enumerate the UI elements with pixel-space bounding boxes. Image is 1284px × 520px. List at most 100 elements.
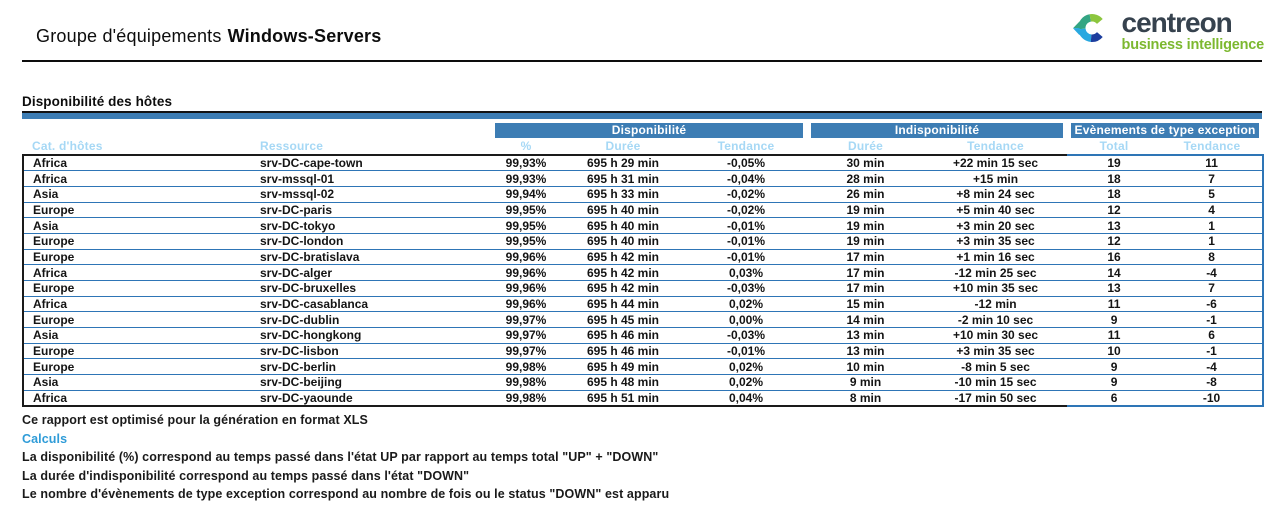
cell: 99,96% — [491, 280, 561, 297]
cell: Asia — [23, 374, 251, 391]
cell: Africa — [23, 155, 251, 172]
cell: 10 min — [807, 358, 925, 376]
cell: 13 — [1067, 217, 1162, 234]
cell: -12 min 25 sec — [924, 264, 1068, 281]
section-title: Disponibilité des hôtes — [22, 94, 173, 109]
centreon-logo-icon — [1070, 8, 1114, 53]
cell: -1 — [1161, 343, 1264, 360]
table-row: Africa srv-mssql-01 99,93% 695 h 31 min -0,0… — [23, 170, 1264, 187]
col-header-ressource: Ressource — [251, 138, 491, 156]
cell: srv-mssql-01 — [251, 170, 491, 187]
cell: -0,03% — [685, 280, 808, 297]
cell: srv-DC-bruxelles — [251, 280, 491, 297]
cell: 9 — [1067, 311, 1162, 329]
cell: 12 — [1067, 202, 1162, 219]
cell: 99,97% — [491, 327, 561, 344]
cell: 17 min — [807, 264, 925, 281]
cell: 99,98% — [491, 374, 561, 391]
cell: 19 min — [807, 233, 925, 250]
cell: 8 — [1161, 249, 1264, 266]
cell: 695 h 40 min — [561, 217, 685, 234]
cell: srv-DC-tokyo — [251, 217, 491, 234]
cell: 7 — [1161, 280, 1264, 297]
cell: 6 — [1067, 390, 1162, 407]
cell: -10 min 15 sec — [924, 374, 1068, 391]
cell: 1 — [1161, 217, 1264, 234]
table-row: Africa srv-DC-casablanca 99,96% 695 h 44 mi… — [23, 296, 1264, 313]
header-divider — [22, 60, 1262, 62]
cell: Europe — [23, 343, 251, 360]
cell: Africa — [23, 170, 251, 187]
cell: 695 h 33 min — [561, 186, 685, 203]
cell: -8 min 5 sec — [924, 358, 1068, 376]
cell: +5 min 40 sec — [924, 202, 1068, 219]
table-row: Europe srv-DC-lisbon 99,97% 695 h 46 min -0,… — [23, 343, 1264, 360]
cell: -12 min — [924, 296, 1068, 313]
cell: Asia — [23, 217, 251, 234]
cell: 695 h 40 min — [561, 202, 685, 219]
cell: 11 — [1067, 296, 1162, 313]
cell: 99,93% — [491, 170, 561, 187]
cell: srv-DC-bratislava — [251, 249, 491, 266]
cell: 695 h 42 min — [561, 280, 685, 297]
table-row: Europe srv-DC-bruxelles 99,96% 695 h 42 min… — [23, 280, 1264, 297]
cell: -17 min 50 sec — [924, 390, 1068, 407]
cell: 26 min — [807, 186, 925, 203]
cell: srv-DC-cape-town — [251, 155, 491, 172]
cell: 695 h 42 min — [561, 249, 685, 266]
cell: -1 — [1161, 311, 1264, 329]
table-body: Africa srv-DC-cape-town 99,93% 695 h 29 min… — [23, 155, 1264, 407]
cell: 12 — [1067, 233, 1162, 250]
cell: 11 — [1161, 155, 1264, 172]
section-divider-blue — [22, 113, 1262, 119]
cell: 695 h 31 min — [561, 170, 685, 187]
cell: 15 min — [807, 296, 925, 313]
cell: 0,03% — [685, 264, 808, 281]
table-row: Europe srv-DC-berlin 99,98% 695 h 49 min 0,0… — [23, 358, 1264, 376]
logo-tagline: business intelligence — [1121, 36, 1265, 53]
cell: srv-DC-berlin — [251, 358, 491, 376]
cell: +3 min 20 sec — [924, 217, 1068, 234]
availability-section: Disponibilité des hôtes Disponibilité In… — [22, 94, 1264, 407]
cell: 7 — [1161, 170, 1264, 187]
cell: srv-DC-beijing — [251, 374, 491, 391]
cell: 13 — [1067, 280, 1162, 297]
cell: -8 — [1161, 374, 1264, 391]
cell: 99,96% — [491, 264, 561, 281]
cell: Europe — [23, 202, 251, 219]
cell: 0,02% — [685, 296, 808, 313]
cell: 1 — [1161, 233, 1264, 250]
cell: +22 min 15 sec — [924, 155, 1068, 172]
cell: 9 — [1067, 374, 1162, 391]
col-header-tendance-dispo: Tendance — [685, 138, 808, 156]
cell: 5 — [1161, 186, 1264, 203]
cell: 0,02% — [685, 358, 808, 376]
cell: 30 min — [807, 155, 925, 172]
group-empty — [23, 122, 491, 138]
cell: 695 h 44 min — [561, 296, 685, 313]
cell: -0,01% — [685, 343, 808, 360]
cell: 99,98% — [491, 358, 561, 376]
cell: Asia — [23, 327, 251, 344]
column-header-row: Cat. d'hôtes Ressource % Durée Tendance … — [23, 138, 1264, 156]
cell: 695 h 48 min — [561, 374, 685, 391]
logo-name: centreon — [1121, 6, 1233, 38]
cell: 99,93% — [491, 155, 561, 172]
cell: Europe — [23, 358, 251, 376]
cell: Asia — [23, 186, 251, 203]
cell: 99,98% — [491, 390, 561, 407]
cell: 28 min — [807, 170, 925, 187]
cell: 695 h 51 min — [561, 390, 685, 407]
cell: +10 min 30 sec — [924, 327, 1068, 344]
cell: +15 min — [924, 170, 1068, 187]
cell: 9 — [1067, 358, 1162, 376]
cell: 18 — [1067, 170, 1162, 187]
cell: 99,95% — [491, 233, 561, 250]
section-divider-dark — [22, 111, 1262, 113]
cell: -4 — [1161, 358, 1264, 376]
cell: srv-DC-london — [251, 233, 491, 250]
cell: -0,02% — [685, 202, 808, 219]
group-evenements-exception: Evènements de type exception — [1071, 122, 1260, 138]
cell: 4 — [1161, 202, 1264, 219]
group-indisponibilite: Indisponibilité — [811, 122, 1064, 138]
